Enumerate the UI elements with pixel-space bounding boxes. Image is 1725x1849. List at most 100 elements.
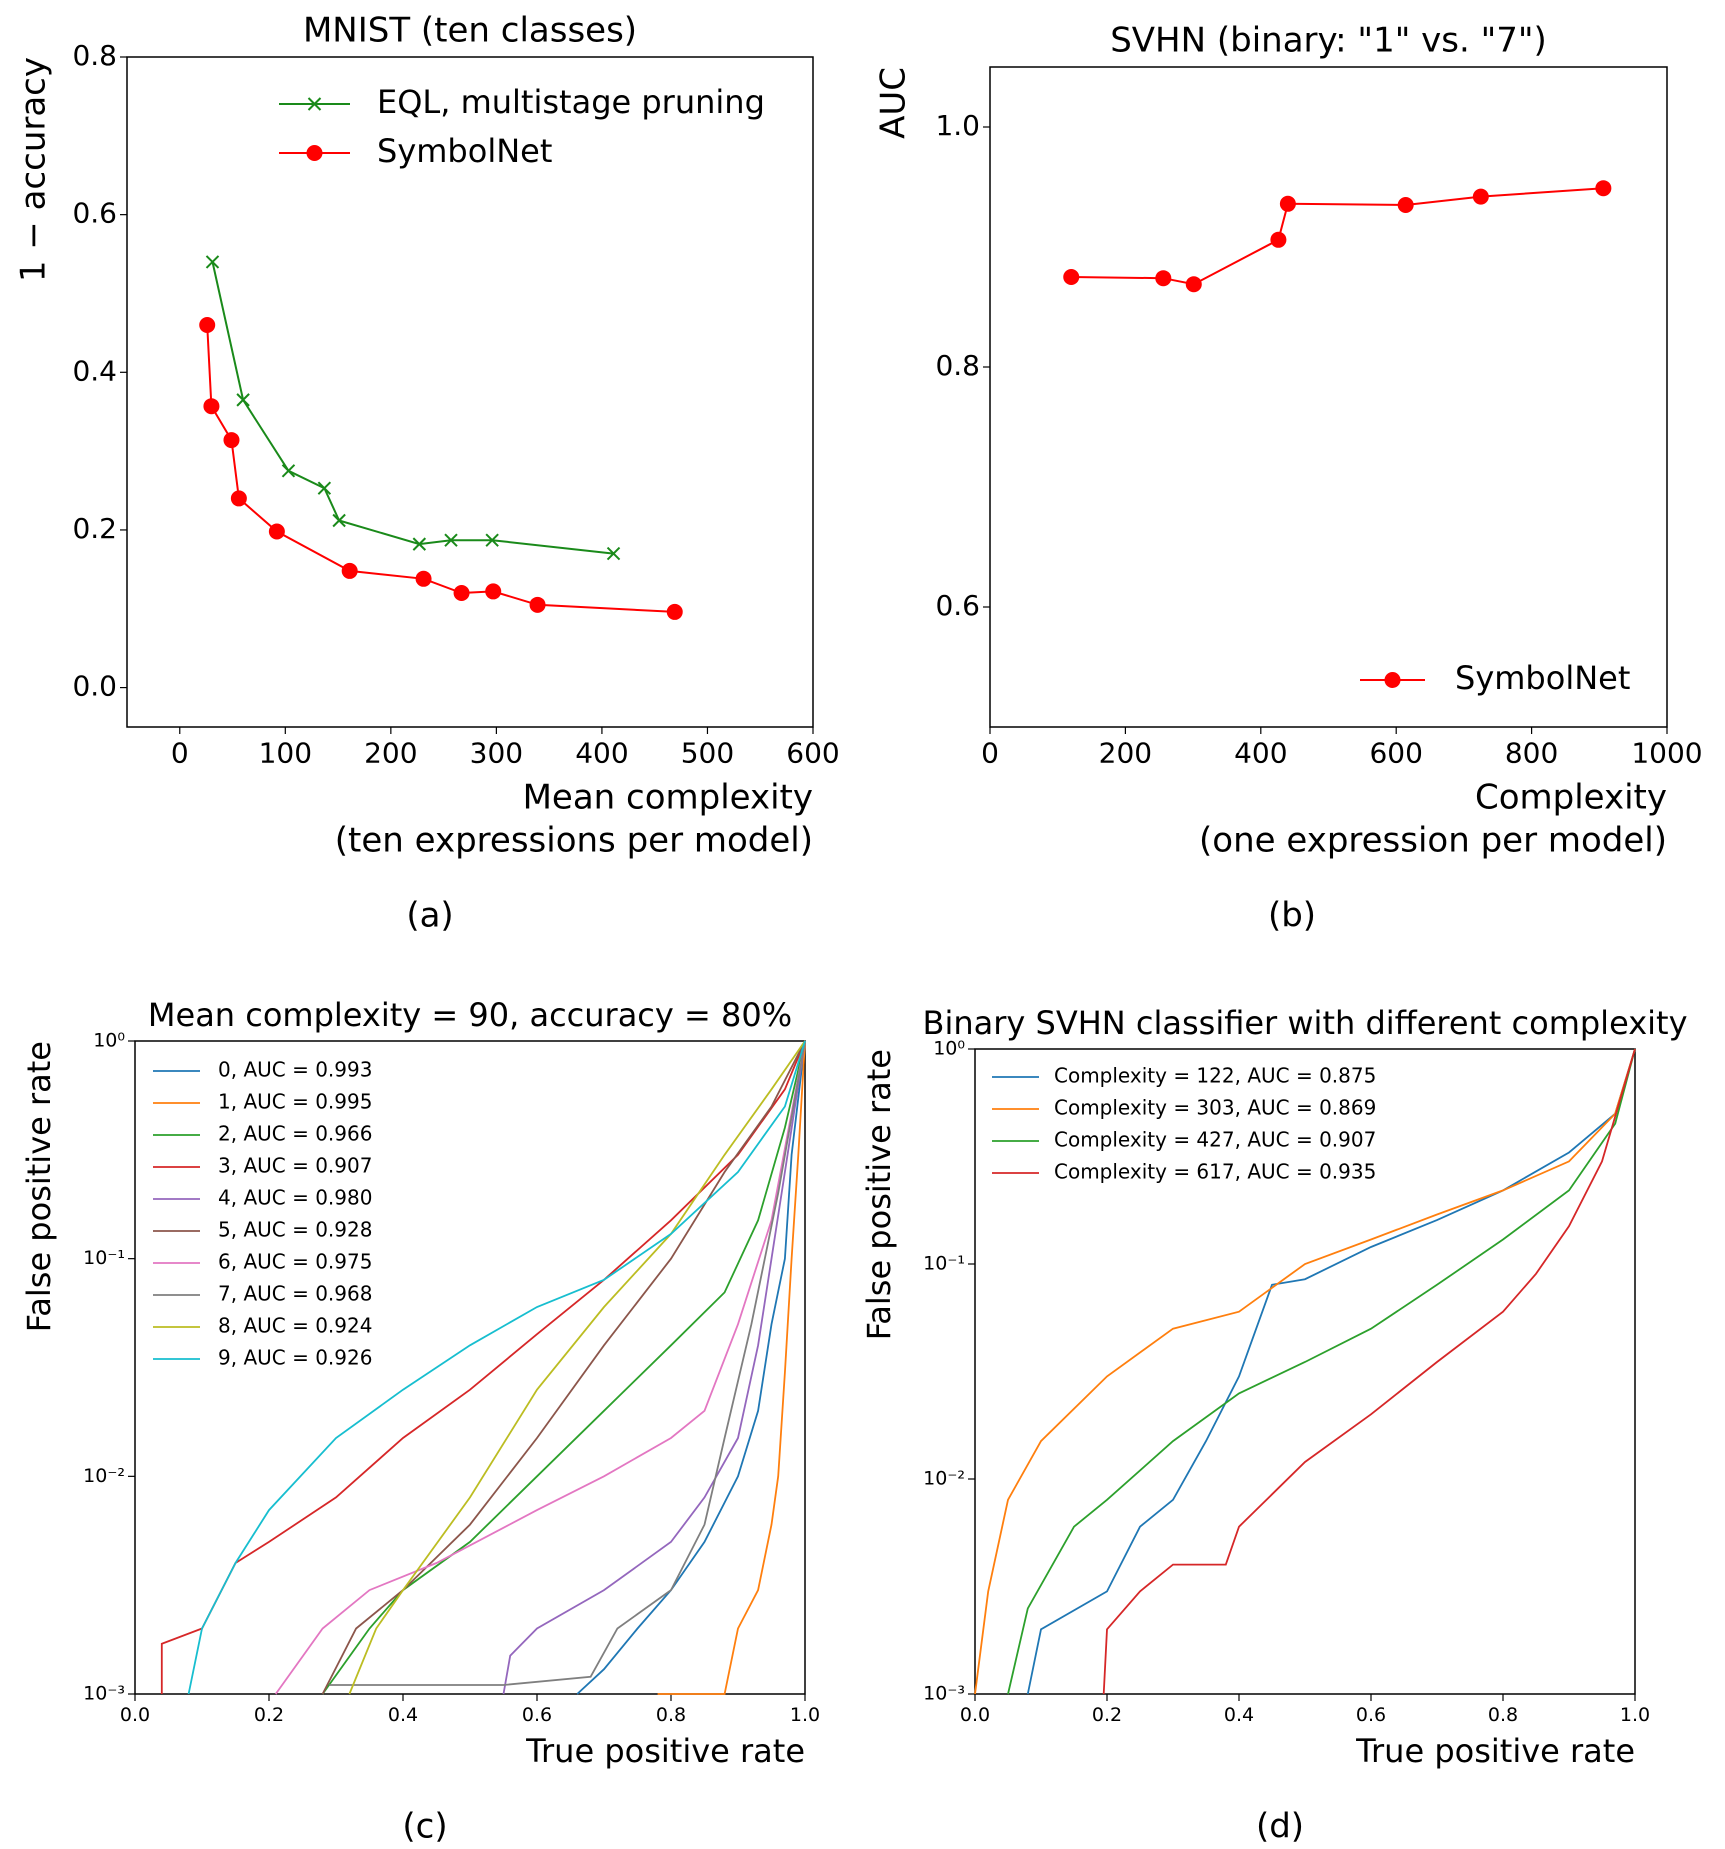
y-tick-label: 10⁻³: [923, 1683, 965, 1705]
x-tick-label: 800: [1505, 737, 1558, 770]
point: [453, 585, 470, 601]
chart-title: MNIST (ten classes): [303, 11, 637, 51]
series-line: [321, 1040, 806, 1695]
legend-label: 1, AUC = 0.995: [218, 1090, 372, 1114]
x-tick-label: 0.8: [1488, 1704, 1518, 1726]
y-tick-label: 0.8: [935, 349, 980, 382]
y-tick-label: 10⁰: [93, 1030, 125, 1052]
x-tick-label: 0.4: [1224, 1704, 1254, 1726]
series-line: [1102, 1048, 1636, 1695]
x-tick-label: 0: [981, 737, 999, 770]
y-tick-label: 0.6: [72, 197, 117, 230]
x-tick-label: 1.0: [1620, 1704, 1650, 1726]
point: [529, 596, 546, 613]
legend-label: 4, AUC = 0.980: [218, 1186, 372, 1210]
panel: Mean complexity = 90, accuracy = 80% 0.0 0…: [20, 996, 820, 1847]
x-axis-label: (ten expressions per model): [335, 821, 813, 861]
x-tick-label: 0.6: [522, 1704, 552, 1726]
point: [1270, 231, 1287, 248]
legend-label: Complexity = 617, AUC = 0.935: [1054, 1160, 1376, 1184]
point: [444, 533, 458, 547]
series-line: [576, 1040, 806, 1695]
y-tick-label: 0.0: [72, 670, 117, 703]
series-line: [502, 1040, 806, 1695]
series-line: [211, 261, 614, 555]
panel: MNIST (ten classes) 0 100 200 300 400 500 600 0.…: [14, 11, 840, 936]
point: [412, 537, 427, 551]
legend-label: Complexity = 303, AUC = 0.869: [1054, 1096, 1376, 1120]
x-tick-label: 0.2: [1092, 1704, 1122, 1726]
point: [230, 490, 247, 507]
point: [415, 570, 432, 587]
legend-label: 9, AUC = 0.926: [218, 1346, 372, 1370]
x-tick-label: 0: [171, 737, 189, 770]
point: [666, 603, 683, 620]
point: [1595, 180, 1612, 197]
y-tick-label: 10⁰: [933, 1038, 965, 1060]
x-tick-label: 400: [575, 737, 628, 770]
point: [1063, 269, 1080, 285]
caption: (b): [1268, 896, 1316, 936]
series-line: [206, 324, 675, 613]
y-tick-label: 0.6: [935, 589, 980, 622]
x-tick-label: 0.0: [960, 1704, 990, 1726]
point: [1472, 188, 1489, 205]
legend-marker: [306, 145, 323, 161]
point: [317, 481, 332, 495]
series-line: [321, 1040, 806, 1695]
y-axis-label: AUC: [874, 67, 914, 139]
x-tick-label: 400: [1234, 737, 1287, 770]
panel: SVHN (binary: "1" vs. "7") 0 200 400 600 800 1…: [874, 21, 1703, 936]
point: [1279, 195, 1296, 212]
legend-label: 8, AUC = 0.924: [218, 1314, 372, 1338]
caption: (c): [402, 1807, 447, 1847]
point: [203, 398, 220, 415]
point: [1185, 276, 1202, 293]
legend-label: 5, AUC = 0.928: [218, 1218, 372, 1242]
series-line: [1071, 187, 1604, 286]
plot-frame: [974, 1048, 1636, 1695]
y-tick-label: 10⁻³: [83, 1683, 125, 1705]
chart-title: SVHN (binary: "1" vs. "7"): [1110, 21, 1547, 61]
point: [205, 255, 220, 269]
y-tick-label: 10⁻¹: [83, 1247, 125, 1269]
point: [236, 393, 250, 407]
x-tick-label: 0.6: [1356, 1704, 1386, 1726]
point: [199, 317, 216, 333]
point: [268, 523, 285, 540]
x-tick-label: 200: [1099, 737, 1152, 770]
y-tick-label: 0.4: [72, 354, 117, 387]
legend-label: SymbolNet: [377, 132, 552, 170]
x-tick-label: 300: [470, 737, 523, 770]
point: [341, 562, 358, 579]
x-axis-label: Complexity: [1475, 778, 1667, 818]
legend-marker: [307, 97, 322, 111]
caption: (d): [1256, 1807, 1304, 1847]
point: [606, 546, 621, 561]
series-line: [187, 1040, 806, 1695]
y-axis-label: False positive rate: [860, 1049, 898, 1340]
point: [1397, 197, 1414, 213]
y-tick-label: 0.2: [72, 512, 117, 545]
y-tick-label: 10⁻¹: [923, 1253, 965, 1275]
legend-label: EQL, multistage pruning: [377, 83, 765, 121]
plot-frame: [126, 56, 814, 728]
series-line: [657, 1040, 806, 1695]
x-tick-label: 0.4: [388, 1704, 418, 1726]
legend-label: 7, AUC = 0.968: [218, 1282, 372, 1306]
series-line: [329, 1040, 806, 1686]
point: [223, 432, 240, 449]
x-tick-label: 0.2: [254, 1704, 284, 1726]
y-tick-label: 10⁻²: [83, 1465, 125, 1487]
series-line: [1007, 1048, 1636, 1695]
y-tick-label: 0.8: [72, 39, 117, 72]
x-axis-label: Mean complexity: [523, 778, 813, 818]
x-tick-label: 100: [259, 737, 312, 770]
chart-title: Binary SVHN classifier with different co…: [923, 1004, 1688, 1042]
caption: (a): [406, 896, 453, 936]
plot-frame: [989, 66, 1668, 728]
x-tick-label: 500: [681, 737, 734, 770]
x-tick-label: 600: [786, 737, 839, 770]
point: [332, 513, 346, 528]
